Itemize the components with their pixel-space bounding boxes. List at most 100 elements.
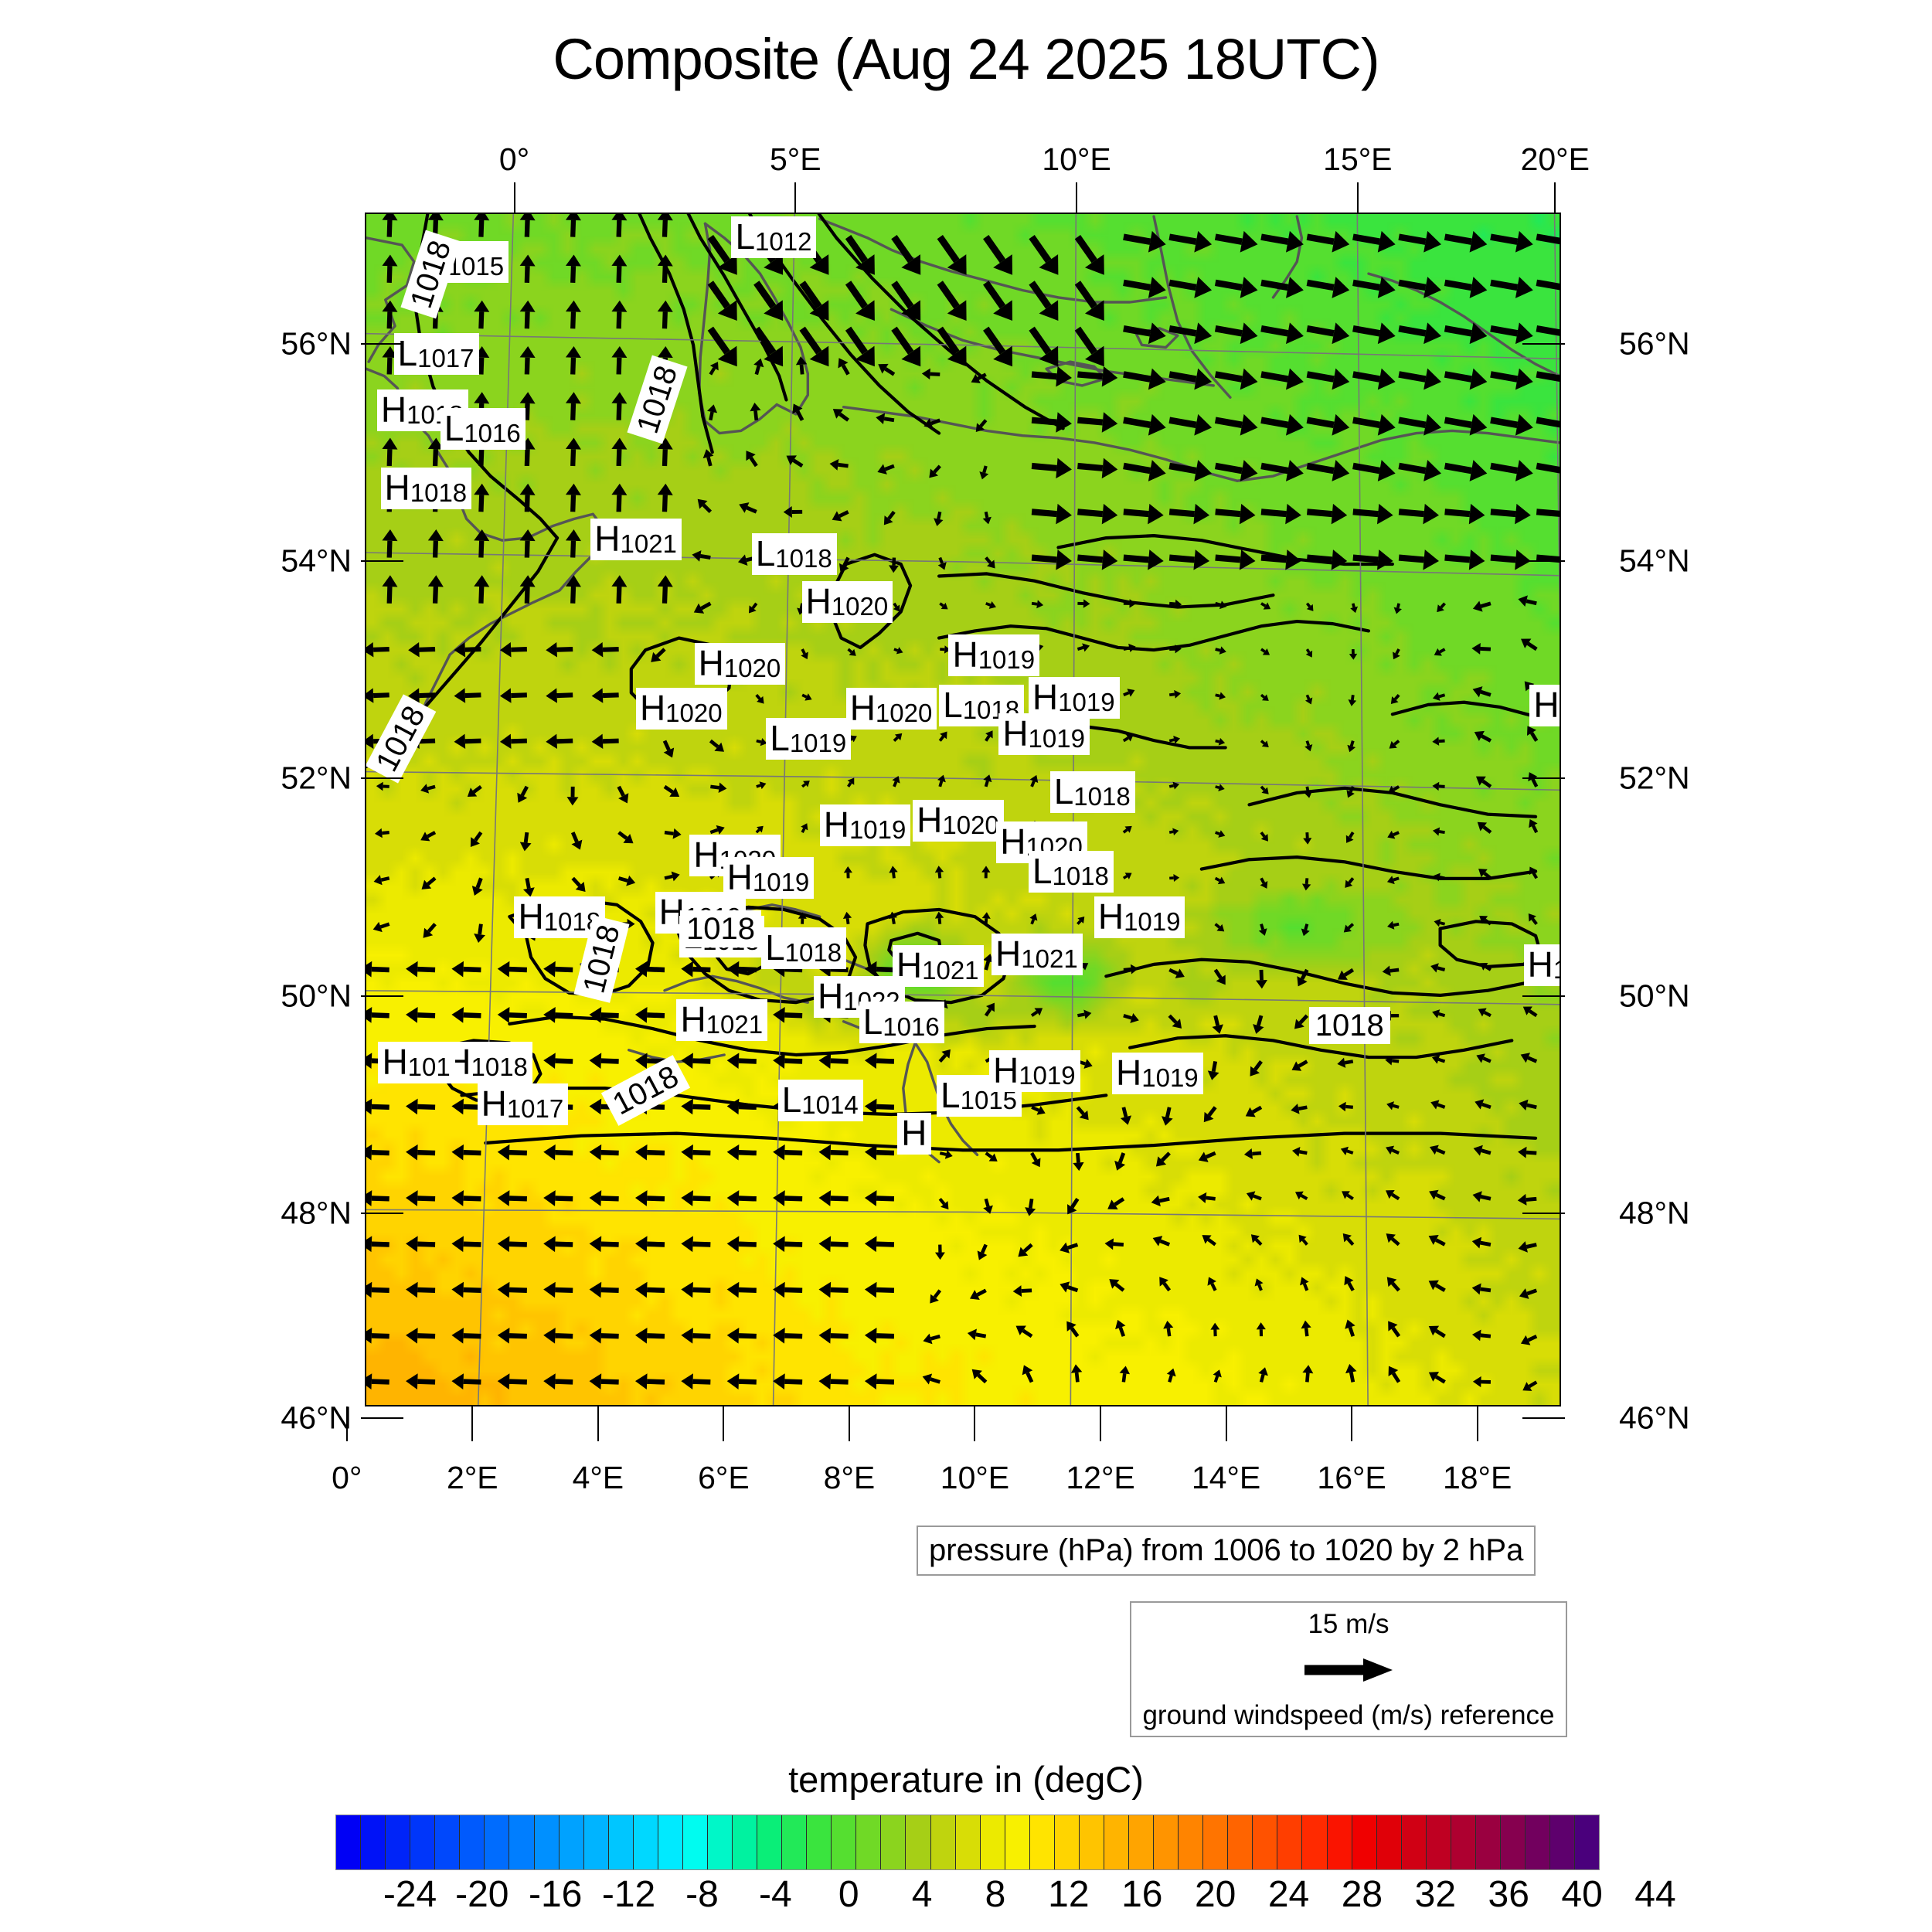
wind-arrow bbox=[969, 1288, 987, 1300]
wind-arrow bbox=[773, 1053, 803, 1070]
pressure-center-value: 1021 bbox=[922, 956, 979, 985]
wind-arrow bbox=[1337, 968, 1355, 980]
wind-arrow bbox=[382, 300, 398, 329]
latitude-tick-right: 46°N bbox=[1619, 1400, 1690, 1436]
wind-arrow bbox=[471, 877, 483, 896]
wind-arrow bbox=[1123, 322, 1166, 345]
pressure-center-label: H1019 bbox=[988, 1049, 1080, 1092]
wind-arrow bbox=[1386, 1233, 1400, 1247]
isobar-value-label: 1018 bbox=[1308, 1007, 1390, 1045]
wind-arrow bbox=[1214, 413, 1258, 436]
wind-arrow bbox=[1475, 1099, 1492, 1110]
wind-arrow bbox=[1428, 1325, 1446, 1338]
wind-arrow bbox=[1386, 1277, 1400, 1292]
pressure-legend-text: pressure (hPa) from 1006 to 1020 by 2 hP… bbox=[929, 1533, 1524, 1567]
pressure-center-type: H bbox=[594, 519, 621, 560]
map-panel[interactable]: L1015L1012L1017H1018L1016H1018H1021L1018… bbox=[365, 213, 1561, 1406]
wind-arrow bbox=[1077, 916, 1085, 925]
colorbar-cell bbox=[682, 1815, 708, 1869]
pressure-center-type: L bbox=[943, 684, 963, 725]
pressure-center-value: 10 bbox=[1560, 696, 1561, 724]
wind-arrow bbox=[611, 483, 628, 512]
colorbar-tick-label: -20 bbox=[455, 1874, 509, 1915]
wind-arrow bbox=[1077, 1009, 1092, 1019]
wind-arrow bbox=[543, 1144, 573, 1161]
wind-arrow bbox=[366, 1190, 389, 1206]
wind-arrow bbox=[570, 832, 583, 850]
tick-mark bbox=[1522, 1212, 1565, 1214]
wind-arrow bbox=[611, 254, 628, 283]
wind-arrow bbox=[1114, 1152, 1126, 1171]
wind-arrow bbox=[1476, 1053, 1492, 1063]
longitude-tick-bottom: 16°E bbox=[1317, 1460, 1386, 1495]
wind-arrow bbox=[1119, 1366, 1131, 1383]
wind-arrow bbox=[1298, 1234, 1308, 1246]
colorbar-cell bbox=[881, 1815, 906, 1869]
tick-mark bbox=[361, 1417, 403, 1420]
wind-arrow bbox=[1388, 1321, 1401, 1338]
pressure-center-value: 1012 bbox=[755, 227, 812, 257]
wind-arrow bbox=[1123, 460, 1166, 481]
colorbar-cell bbox=[1129, 1815, 1155, 1869]
wind-arrow bbox=[618, 875, 636, 886]
wind-arrow bbox=[798, 912, 807, 924]
wind-arrow bbox=[773, 1007, 803, 1023]
colorbar-cell bbox=[856, 1815, 882, 1869]
wind-arrow bbox=[838, 358, 850, 376]
wind-arrow bbox=[1123, 368, 1166, 390]
wind-arrow bbox=[1066, 1321, 1080, 1338]
longitude-tick-bottom: 8°E bbox=[823, 1460, 876, 1495]
wind-arrow bbox=[726, 1144, 757, 1161]
wind-arrow bbox=[1022, 1365, 1034, 1383]
wind-arrow bbox=[1260, 322, 1304, 345]
pressure-center-type: H bbox=[917, 800, 943, 841]
wind-arrow bbox=[940, 645, 951, 654]
wind-arrow bbox=[1213, 1369, 1222, 1383]
wind-arrow bbox=[420, 831, 437, 842]
colorbar-tick-label: -4 bbox=[758, 1874, 792, 1915]
wind-arrow bbox=[1168, 460, 1213, 481]
wind-arrow bbox=[1536, 509, 1560, 517]
wind-arrow bbox=[1472, 1191, 1492, 1202]
wind-arrow bbox=[497, 1144, 527, 1161]
colorbar-cell bbox=[955, 1815, 981, 1869]
wind-arrow bbox=[657, 254, 673, 283]
wind-arrow bbox=[681, 1098, 711, 1115]
wind-arrow bbox=[1301, 923, 1310, 937]
wind-arrow bbox=[634, 1327, 665, 1344]
wind-arrow bbox=[938, 1197, 949, 1209]
wind-arrow bbox=[801, 648, 808, 660]
colorbar-tick-label: -8 bbox=[685, 1874, 719, 1915]
temperature-colorbar[interactable] bbox=[335, 1815, 1600, 1870]
wind-arrow bbox=[519, 254, 536, 283]
parallel-line bbox=[366, 1209, 1560, 1220]
wind-arrow bbox=[366, 1373, 389, 1389]
wind-arrow bbox=[1536, 462, 1560, 474]
wind-arrow bbox=[1428, 1372, 1446, 1384]
colorbar-tick-label: -24 bbox=[383, 1874, 437, 1915]
wind-arrow bbox=[726, 1236, 757, 1253]
isobar-path bbox=[817, 214, 1065, 430]
wind-arrow bbox=[1198, 1151, 1216, 1162]
pressure-center-type: H bbox=[823, 804, 849, 845]
latitude-tick-left: 46°N bbox=[281, 1400, 352, 1436]
wind-arrow bbox=[934, 511, 944, 526]
wind-arrow bbox=[801, 823, 808, 833]
wind-arrow bbox=[1352, 230, 1396, 253]
wind-arrow bbox=[451, 1190, 481, 1206]
wind-arrow bbox=[773, 1190, 803, 1206]
colorbar-cell bbox=[707, 1815, 733, 1869]
colorbar-tick-label: 4 bbox=[911, 1874, 933, 1915]
wind-arrow bbox=[1077, 549, 1118, 570]
tick-mark bbox=[361, 995, 403, 997]
wind-arrow bbox=[937, 326, 967, 367]
wind-arrow bbox=[543, 1327, 573, 1344]
wind-arrow bbox=[474, 300, 490, 329]
wind-arrow bbox=[985, 730, 993, 742]
wind-arrow bbox=[864, 1373, 895, 1389]
tick-mark bbox=[1522, 777, 1565, 780]
tick-mark bbox=[361, 777, 403, 780]
latitude-tick-left: 52°N bbox=[281, 760, 352, 796]
wind-arrow bbox=[1214, 230, 1258, 253]
wind-arrow bbox=[1029, 913, 1038, 925]
